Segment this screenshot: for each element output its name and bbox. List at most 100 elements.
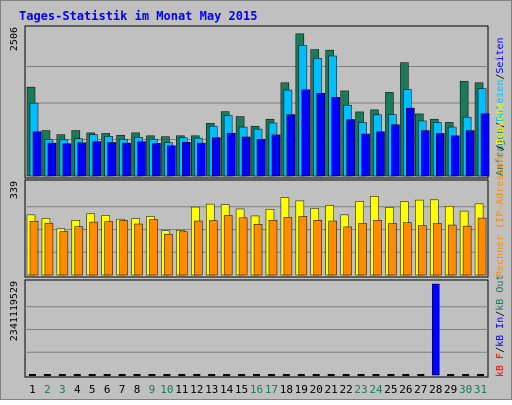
legend-entry: / [495,122,506,128]
traffic-baseline-mark [28,374,36,376]
bar-requests-seiten-day-29 [450,135,460,177]
x-tick-label-day-13: 13 [205,383,218,396]
legend-entry: / [495,311,506,317]
x-tick-label-day-30: 30 [459,383,472,396]
bar-visits-rechner-ip-adressen--day-8 [134,223,143,276]
traffic-baseline-mark [477,374,485,376]
bar-requests-seiten-day-9 [152,143,161,177]
traffic-baseline-mark [387,374,395,376]
legend-entry: Dateien [495,80,506,122]
bar-requests-seiten-day-27 [421,130,430,177]
x-axis-labels: 1 2 3 4 5 6 7 8 9 10 11 12 13 14 15 16 17 18 19 20 21 22 23 24 2… [29,383,487,396]
bar-requests-seiten-day-7 [122,142,131,177]
bar-visits-rechner-ip-adressen--day-3 [59,231,69,276]
bar-requests-seiten-day-11 [182,141,191,177]
x-tick-label-day-29: 29 [444,383,457,396]
traffic-baseline-mark [417,374,425,376]
bar-visits-rechner-ip-adressen--day-2 [44,222,54,276]
bar-requests-seiten-day-5 [92,141,101,177]
legend-requests: Anfragen/Dateien/Seiten [495,37,506,176]
x-tick-label-day-15: 15 [235,383,248,396]
legend-entry: Seiten [495,37,506,73]
traffic-baseline-mark [133,374,141,376]
bar-requests-seiten-day-8 [137,141,146,177]
chart-title: Tages-Statistik im Monat May 2015 [19,9,257,23]
bar-visits-rechner-ip-adressen--day-15 [238,217,248,276]
bar-visits-rechner-ip-adressen--day-22 [343,226,352,276]
bar-visits-rechner-ip-adressen--day-1 [29,221,39,276]
bar-visits-rechner-ip-adressen--day-9 [149,219,158,276]
traffic-baseline-mark [88,374,96,376]
bar-requests-seiten-day-12 [197,142,206,177]
bar-visits-rechner-ip-adressen--day-18 [283,217,293,276]
bar-requests-seiten-day-26 [406,107,415,177]
traffic-baseline-mark [297,374,305,376]
legend-entry: Besuche [495,102,506,144]
bar-requests-seiten-day-18 [286,114,296,177]
y-axis-labels: 2506 339 2341119529 [9,27,20,341]
bar-requests-seiten-day-22 [346,119,355,177]
bar-visits-rechner-ip-adressen--day-7 [119,220,128,276]
traffic-baseline-mark [402,374,410,376]
traffic-baseline-mark [58,374,66,376]
traffic-baseline-mark [238,374,246,376]
bar-requests-seiten-day-15 [241,136,251,177]
x-tick-label-day-14: 14 [220,383,234,396]
x-tick-label-day-25: 25 [384,383,397,396]
traffic-baseline-mark [327,374,335,376]
bar-requests-seiten-day-1 [32,131,42,177]
traffic-baseline-mark [267,374,275,376]
y-max-label-traffic: 2341119529 [9,281,20,341]
bar-visits-rechner-ip-adressen--day-27 [418,225,427,276]
bar-visits-rechner-ip-adressen--day-16 [253,224,263,276]
traffic-baseline-mark [372,374,380,376]
x-tick-label-day-16: 16 [250,383,263,396]
y-max-label-requests: 2506 [9,27,20,51]
bar-requests-seiten-day-28 [436,133,445,177]
x-tick-label-day-27: 27 [414,383,427,396]
traffic-baseline-mark [282,374,290,376]
bar-visits-rechner-ip-adressen--day-28 [433,223,442,276]
bar-visits-rechner-ip-adressen--day-13 [208,220,218,276]
panel-requests [24,25,490,179]
traffic-baseline-mark [253,374,260,376]
bar-visits-rechner-ip-adressen--day-21 [328,220,337,276]
bar-visits-rechner-ip-adressen--day-4 [74,226,84,276]
bar-visits-rechner-ip-adressen--day-10 [164,233,173,276]
bar-visits-rechner-ip-adressen--day-14 [223,215,233,276]
traffic-baseline-mark [193,374,201,376]
bar-visits-rechner-ip-adressen--day-17 [268,219,278,276]
x-tick-label-day-31: 31 [474,383,487,396]
bar-visits-rechner-ip-adressen--day-30 [462,225,472,276]
x-tick-label-day-22: 22 [339,383,352,396]
bar-requests-seiten-day-10 [167,145,176,177]
bar-requests-seiten-day-3 [62,143,72,177]
traffic-baseline-mark [462,374,470,376]
traffic-baseline-mark [208,374,216,376]
x-tick-label-day-21: 21 [325,383,338,396]
legend-entry: Anfragen [495,128,506,176]
x-tick-label-day-7: 7 [119,383,126,396]
traffic-baseline-mark [357,374,365,376]
traffic-baseline-mark [103,374,111,376]
legend-traffic: kB F/kB In/kB Out [495,275,506,377]
traffic-baseline-mark [163,374,171,376]
x-tick-label-day-5: 5 [89,383,96,396]
legend-visits: Rechner (IP-Adressen)/Besuche [495,102,506,277]
legend-entry: kB Out [495,275,506,311]
panels [24,25,490,378]
x-tick-label-day-23: 23 [354,383,367,396]
bar-visits-rechner-ip-adressen--day-11 [179,231,188,276]
panel-visits [24,179,489,278]
x-tick-label-day-6: 6 [104,383,111,396]
x-tick-label-day-28: 28 [429,383,442,396]
panel-traffic [24,279,489,378]
x-tick-label-day-12: 12 [190,383,203,396]
bar-requests-seiten-day-2 [47,142,57,177]
legend-entry: kB In [495,317,506,347]
x-tick-label-day-3: 3 [59,383,66,396]
bar-visits-rechner-ip-adressen--day-31 [477,217,487,276]
traffic-baseline-mark [43,374,51,376]
